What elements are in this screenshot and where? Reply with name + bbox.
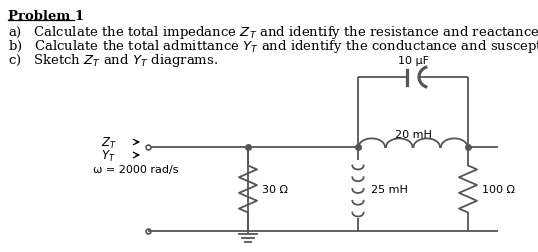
Text: a)   Calculate the total impedance $\mathbf{\mathit{Z}}_T$ and identify the resi: a) Calculate the total impedance $\mathb… [8, 24, 538, 41]
Text: c)   Sketch $\mathbf{\mathit{Z}}_T$ and $\mathbf{\mathit{Y}}_T$ diagrams.: c) Sketch $\mathbf{\mathit{Z}}_T$ and $\… [8, 52, 218, 69]
Text: ω = 2000 rad/s: ω = 2000 rad/s [93, 164, 179, 174]
Text: Problem 1: Problem 1 [8, 10, 84, 23]
Text: 100 Ω: 100 Ω [482, 184, 515, 194]
Text: $\mathbf{\mathit{Y}}_T$: $\mathbf{\mathit{Y}}_T$ [101, 148, 116, 163]
Text: 25 mH: 25 mH [371, 184, 408, 194]
Text: 30 Ω: 30 Ω [262, 184, 288, 194]
Text: 20 mH: 20 mH [394, 130, 431, 139]
Text: 10 μF: 10 μF [398, 56, 428, 66]
Text: b)   Calculate the total admittance $\mathbf{\mathit{Y}}_T$ and identify the con: b) Calculate the total admittance $\math… [8, 38, 538, 55]
Text: $\mathbf{\mathit{Z}}_T$: $\mathbf{\mathit{Z}}_T$ [101, 135, 117, 150]
